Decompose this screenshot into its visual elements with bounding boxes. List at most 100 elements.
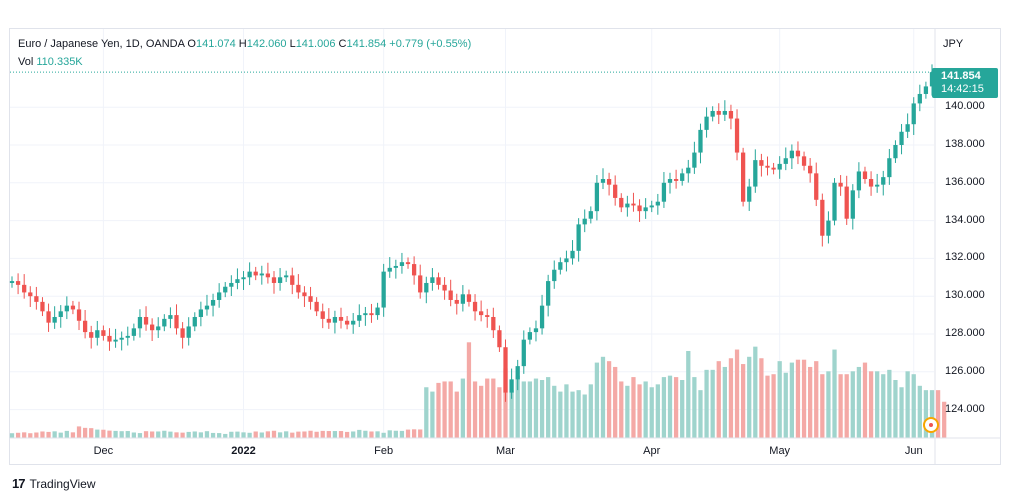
candle (649, 200, 654, 213)
candle (509, 368, 514, 399)
candle-body (131, 328, 136, 336)
candle-body (320, 311, 325, 319)
volume-bar (643, 381, 648, 438)
candle-body (277, 277, 283, 283)
candle (107, 328, 112, 351)
volume-bar (814, 361, 819, 438)
volume-bar (460, 378, 465, 438)
candle-body (552, 269, 557, 282)
candle (344, 316, 350, 330)
candle (558, 257, 563, 275)
candle-body (649, 205, 654, 208)
candle (168, 307, 173, 329)
volume-bar (137, 433, 143, 438)
volume-bar (34, 432, 39, 438)
candle-body (710, 110, 715, 117)
price-tick-label: 128.000 (945, 327, 985, 339)
candle-body (198, 309, 204, 317)
volume-bar (9, 433, 15, 438)
candle-body (820, 199, 825, 236)
candle (137, 309, 143, 338)
candle (448, 279, 453, 307)
candle (247, 262, 252, 286)
candle-body (314, 301, 319, 312)
candle-body (253, 271, 258, 276)
symbol-title[interactable]: Euro / Japanese Yen, 1D, OANDA (18, 38, 185, 50)
candle-body (210, 299, 216, 306)
volume-bar (162, 430, 167, 438)
price-tick-label: 134.000 (945, 213, 985, 226)
volume-bar (399, 430, 405, 438)
volume-bar (320, 430, 325, 438)
candle (472, 294, 478, 321)
volume-bar (692, 377, 697, 438)
candle (515, 359, 520, 391)
candle-body (740, 152, 746, 202)
change-value: +0.779 (+0.55%) (389, 38, 472, 50)
candle (34, 286, 39, 310)
candle (838, 175, 843, 196)
legend-volume: Vol 110.335K (18, 56, 83, 68)
candle (533, 320, 539, 342)
volume-bar (606, 361, 612, 438)
candle (357, 304, 362, 328)
volume-bar (405, 429, 411, 438)
price-tick-label: 136.000 (945, 175, 985, 188)
volume-bar (515, 375, 520, 438)
volume-bar (265, 431, 271, 438)
volume-bar (588, 384, 593, 438)
candle-body (479, 311, 484, 316)
volume-bar (582, 394, 587, 438)
candle (332, 310, 338, 334)
candle (223, 282, 228, 298)
volume-bar (570, 391, 575, 438)
candle (722, 100, 727, 121)
candle-body (284, 275, 289, 278)
candle (143, 306, 149, 331)
candle-body (241, 277, 246, 280)
candle-body (765, 165, 770, 168)
volume-bar (101, 429, 106, 438)
candle-body (326, 318, 331, 323)
volume-bar (625, 385, 630, 438)
volume-bar (673, 377, 679, 438)
brand[interactable]: 17 TradingView (12, 476, 96, 491)
candle (40, 297, 45, 317)
volume-bar (661, 377, 667, 438)
volume-bar (917, 385, 922, 438)
candle-body (34, 296, 39, 302)
candle (308, 286, 313, 310)
volume-bar (247, 432, 252, 438)
candle (217, 283, 222, 308)
volume-bar (369, 431, 374, 438)
volume-bar (509, 390, 514, 438)
candle-body (369, 313, 374, 316)
candle (728, 104, 734, 130)
volume-bar (351, 431, 356, 438)
candle (893, 140, 898, 163)
candle (70, 300, 76, 315)
candle (22, 274, 27, 299)
candle-body (600, 179, 606, 183)
candle (667, 172, 673, 194)
candle-body (302, 292, 307, 297)
candle-body (899, 131, 904, 145)
candle-body (570, 250, 575, 259)
low-value: 141.006 (295, 38, 336, 50)
volume-label[interactable]: Vol (18, 56, 34, 68)
candle-body (722, 110, 727, 115)
volume-bar (747, 356, 752, 438)
candle (491, 307, 496, 338)
candle (460, 285, 465, 312)
volume-bar (271, 430, 277, 438)
candle-body (95, 330, 100, 338)
clock-icon[interactable] (923, 417, 939, 433)
candle (521, 330, 526, 374)
volume-bar (868, 371, 874, 438)
volume-bar (576, 390, 581, 438)
volume-bar (387, 430, 392, 438)
candle (150, 318, 155, 341)
candle (399, 252, 405, 274)
volume-bar (686, 351, 691, 438)
